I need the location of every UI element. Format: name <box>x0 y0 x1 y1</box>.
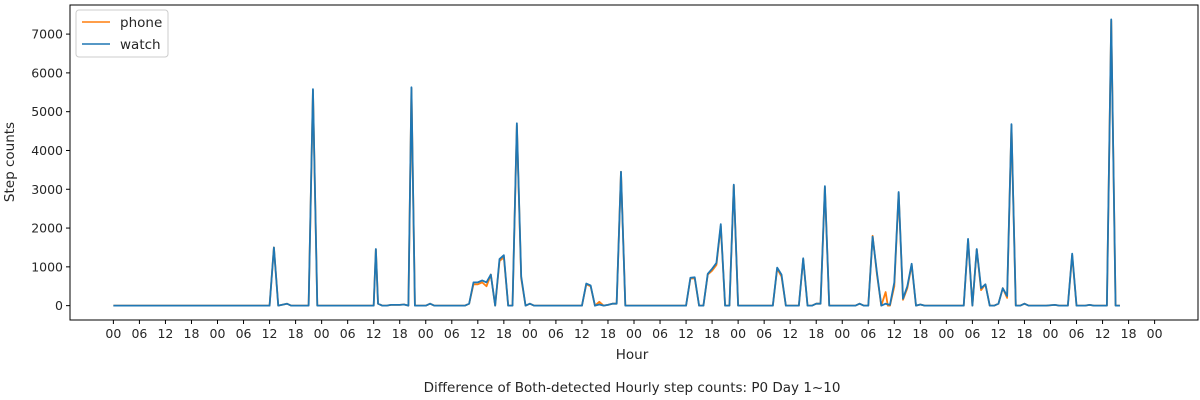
x-tick-label: 00 <box>314 326 330 341</box>
x-tick-label: 00 <box>1043 326 1059 341</box>
x-tick-label: 12 <box>782 326 798 341</box>
legend-label-phone: phone <box>120 15 162 31</box>
x-tick-label: 06 <box>860 326 876 341</box>
x-tick-label: 12 <box>574 326 590 341</box>
x-tick-label: 00 <box>418 326 434 341</box>
x-tick-label: 12 <box>886 326 902 341</box>
x-tick-label: 00 <box>522 326 538 341</box>
series-line-watch <box>113 18 1120 307</box>
y-tick-label: 5000 <box>31 104 63 119</box>
y-tick-label: 3000 <box>31 182 63 197</box>
x-tick-label: 18 <box>808 326 824 341</box>
x-tick-label: 12 <box>470 326 486 341</box>
y-tick-label: 2000 <box>31 221 63 236</box>
y-tick-label: 4000 <box>31 143 63 158</box>
x-tick-label: 18 <box>392 326 408 341</box>
x-tick-label: 18 <box>704 326 720 341</box>
series-lines <box>113 18 1120 307</box>
x-tick-label: 18 <box>184 326 200 341</box>
x-tick-label: 06 <box>444 326 460 341</box>
x-tick-label: 18 <box>1017 326 1033 341</box>
x-tick-label: 00 <box>938 326 954 341</box>
y-tick-label: 1000 <box>31 259 63 274</box>
x-tick-label: 18 <box>600 326 616 341</box>
x-tick-label: 00 <box>105 326 121 341</box>
x-tick-label: 06 <box>340 326 356 341</box>
x-tick-label: 12 <box>1095 326 1111 341</box>
x-tick-label: 06 <box>236 326 252 341</box>
x-tick-label: 06 <box>964 326 980 341</box>
x-tick-label: 18 <box>1121 326 1137 341</box>
x-tick-label: 06 <box>548 326 564 341</box>
y-tick-label: 7000 <box>31 27 63 42</box>
y-tick-label: 0 <box>55 298 63 313</box>
y-tick-label: 6000 <box>31 65 63 80</box>
x-tick-label: 06 <box>652 326 668 341</box>
figure-caption: Difference of Both-detected Hourly step … <box>424 380 841 396</box>
x-tick-label: 00 <box>730 326 746 341</box>
x-tick-label: 12 <box>990 326 1006 341</box>
x-tick-label: 06 <box>1069 326 1085 341</box>
x-tick-label: 12 <box>366 326 382 341</box>
x-tick-label: 06 <box>131 326 147 341</box>
x-tick-label: 00 <box>210 326 226 341</box>
legend: phone watch <box>75 9 169 58</box>
x-tick-label: 00 <box>1147 326 1163 341</box>
x-tick-label: 12 <box>678 326 694 341</box>
x-axis-label: Hour <box>616 347 649 363</box>
x-tick-label: 06 <box>756 326 772 341</box>
legend-label-watch: watch <box>120 37 161 53</box>
x-tick-label: 12 <box>157 326 173 341</box>
x-axis: 00 06 12 18 00 06 12 18 00 06 12 18 00 06 12 18 00 06 12 18… <box>105 320 1163 341</box>
plot-frame <box>69 4 1199 321</box>
x-tick-label: 00 <box>834 326 850 341</box>
y-axis-label: Step counts <box>2 122 18 202</box>
x-tick-label: 18 <box>912 326 928 341</box>
x-tick-label: 12 <box>262 326 278 341</box>
x-tick-label: 18 <box>496 326 512 341</box>
x-tick-label: 00 <box>626 326 642 341</box>
x-tick-label: 18 <box>288 326 304 341</box>
y-axis: 0 1000 2000 3000 4000 5000 6000 7000 <box>31 27 70 313</box>
